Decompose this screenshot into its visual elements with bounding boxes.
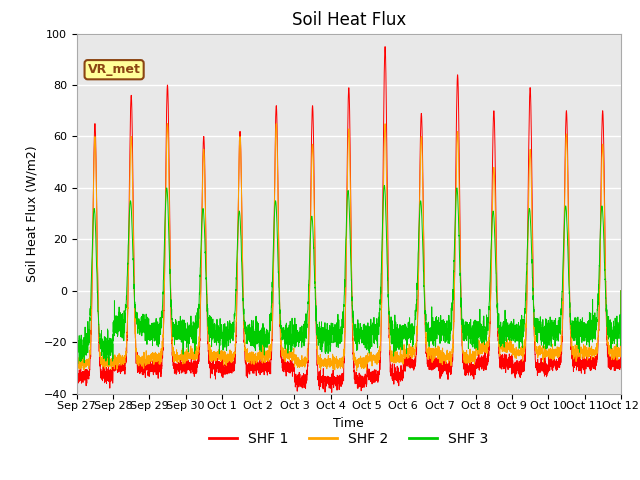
SHF 2 bbox=[616, 353, 624, 359]
Title: Soil Heat Flux: Soil Heat Flux bbox=[292, 11, 406, 29]
SHF 2 bbox=[171, 352, 179, 358]
SHF 1 bbox=[616, 356, 624, 362]
SHF 1 bbox=[441, 362, 449, 368]
SHF 3 bbox=[329, 323, 337, 328]
Legend: SHF 1, SHF 2, SHF 3: SHF 1, SHF 2, SHF 3 bbox=[204, 426, 494, 452]
SHF 1 bbox=[617, 288, 625, 294]
X-axis label: Time: Time bbox=[333, 417, 364, 430]
SHF 2 bbox=[471, 356, 479, 361]
SHF 1 bbox=[329, 375, 337, 381]
SHF 3 bbox=[616, 331, 624, 336]
SHF 1 bbox=[73, 371, 81, 377]
Line: SHF 1: SHF 1 bbox=[77, 47, 621, 392]
SHF 2 bbox=[502, 339, 509, 345]
SHF 1 bbox=[328, 389, 335, 395]
SHF 3 bbox=[105, 362, 113, 368]
SHF 2 bbox=[353, 368, 360, 374]
Text: VR_met: VR_met bbox=[88, 63, 141, 76]
SHF 1 bbox=[381, 44, 389, 49]
SHF 2 bbox=[73, 361, 81, 367]
SHF 3 bbox=[441, 329, 449, 335]
Y-axis label: Soil Heat Flux (W/m2): Soil Heat Flux (W/m2) bbox=[25, 145, 38, 282]
SHF 3 bbox=[502, 333, 509, 339]
SHF 2 bbox=[617, 288, 625, 294]
Line: SHF 2: SHF 2 bbox=[77, 124, 621, 371]
SHF 2 bbox=[329, 362, 337, 368]
SHF 3 bbox=[617, 288, 625, 294]
SHF 3 bbox=[471, 317, 479, 323]
SHF 3 bbox=[73, 338, 81, 344]
SHF 3 bbox=[171, 327, 179, 333]
SHF 2 bbox=[164, 121, 172, 127]
SHF 1 bbox=[471, 367, 479, 373]
Line: SHF 3: SHF 3 bbox=[77, 185, 621, 365]
SHF 1 bbox=[502, 370, 509, 375]
SHF 2 bbox=[441, 353, 449, 359]
SHF 1 bbox=[171, 367, 179, 373]
SHF 3 bbox=[381, 182, 388, 188]
